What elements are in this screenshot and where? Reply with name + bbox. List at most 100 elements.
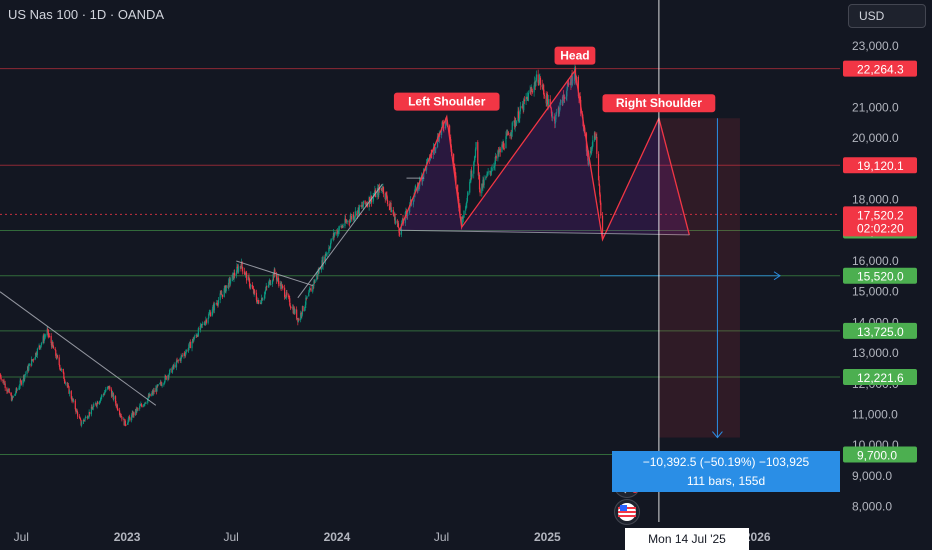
candle-body xyxy=(60,368,63,371)
candle-body xyxy=(467,192,469,196)
y-tick-label: 23,000.0 xyxy=(852,39,899,53)
candle-body xyxy=(592,140,594,147)
candle-body xyxy=(577,76,579,97)
candle-body xyxy=(559,99,562,103)
candle-body xyxy=(397,223,400,228)
symbol-title[interactable]: US Nas 100 · 1D · OANDA xyxy=(8,7,165,22)
candle-body xyxy=(543,89,545,95)
candle-body xyxy=(454,171,456,176)
candle-body xyxy=(328,247,330,254)
candle-body xyxy=(216,303,218,305)
candle-body xyxy=(43,337,45,342)
us-flag-icon[interactable] xyxy=(614,499,640,525)
candle-body xyxy=(349,218,351,223)
candle-body xyxy=(64,382,67,384)
candle-body xyxy=(493,166,495,169)
candle-body xyxy=(121,416,123,420)
candle-body xyxy=(116,404,118,410)
candle-body xyxy=(453,153,455,166)
candle-body xyxy=(531,91,534,93)
x-tick-label: 2026 xyxy=(744,530,771,544)
price-tag-box xyxy=(843,60,917,77)
candle-body xyxy=(441,122,443,128)
candle-body xyxy=(511,122,513,133)
candle-body xyxy=(228,279,230,289)
candle-body xyxy=(449,125,451,138)
candle-body xyxy=(390,203,392,213)
price-tag-box xyxy=(843,267,917,284)
candle-body xyxy=(208,313,210,315)
candle-body xyxy=(183,353,186,355)
candle-body xyxy=(149,393,151,396)
candle-body xyxy=(562,95,564,105)
candle-body xyxy=(385,193,387,195)
candle-body xyxy=(268,281,270,285)
candle-body xyxy=(244,272,247,275)
candle-body xyxy=(153,390,155,393)
candle-body xyxy=(58,357,60,365)
candle-body xyxy=(483,179,485,186)
candle-body xyxy=(173,364,175,368)
candle-body xyxy=(169,370,171,375)
candle-body xyxy=(486,173,489,175)
candle-body xyxy=(316,274,318,280)
candle-body xyxy=(518,118,520,121)
candle-body xyxy=(207,318,209,323)
x-tick-label: Jul xyxy=(223,530,238,544)
candle-body xyxy=(66,382,68,387)
candle-body xyxy=(44,335,47,337)
level-arrowhead xyxy=(773,271,781,281)
candle-body xyxy=(6,388,8,392)
candle-body xyxy=(281,285,283,289)
candle-body xyxy=(159,383,161,385)
price-tag: 9,700.0 xyxy=(857,448,897,462)
candle-body xyxy=(394,220,397,224)
candle-body xyxy=(181,355,183,357)
candle-body xyxy=(64,380,66,384)
candle-body xyxy=(24,374,26,376)
candle-body xyxy=(145,402,147,404)
candle-body xyxy=(248,279,251,287)
candle-body xyxy=(462,216,464,219)
currency-button[interactable]: USD xyxy=(848,4,926,28)
candle-body xyxy=(98,401,101,405)
candle-body xyxy=(18,387,20,390)
candle-body xyxy=(421,176,424,182)
candle-body xyxy=(543,94,546,97)
candle-body xyxy=(0,377,2,380)
candle-body xyxy=(317,271,319,277)
candle-body xyxy=(591,149,593,153)
candle-body xyxy=(385,193,387,200)
candle-body xyxy=(55,350,57,356)
candle-body xyxy=(80,419,82,426)
candle-body xyxy=(485,176,488,178)
candle-body xyxy=(352,214,355,220)
candle-body xyxy=(400,224,402,235)
candle-body xyxy=(70,391,72,399)
candle-body xyxy=(381,188,383,191)
candle-body xyxy=(189,341,191,349)
candle-body xyxy=(22,380,24,385)
candle-body xyxy=(332,238,334,239)
candle-body xyxy=(139,405,141,409)
candle-body xyxy=(11,396,13,401)
candle-body xyxy=(260,303,262,304)
candle-body xyxy=(434,149,436,151)
candle-body xyxy=(164,375,166,382)
candle-body xyxy=(79,418,82,420)
candle-body xyxy=(495,155,497,159)
candle-body xyxy=(465,206,467,211)
candle-body xyxy=(87,417,89,419)
candle-body xyxy=(100,397,102,399)
candle-body xyxy=(362,206,364,208)
last-price-box xyxy=(843,206,917,237)
candle-body xyxy=(338,226,340,231)
candle-body xyxy=(59,364,61,369)
candle-body xyxy=(114,396,117,404)
candle-body xyxy=(334,231,336,234)
candle-body xyxy=(209,312,212,317)
candle-body xyxy=(118,410,121,415)
candle-body xyxy=(243,271,245,275)
candle-body xyxy=(289,305,291,308)
candle-body xyxy=(369,201,371,204)
